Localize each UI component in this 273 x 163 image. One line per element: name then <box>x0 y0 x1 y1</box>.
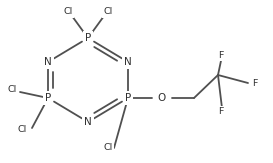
Text: P: P <box>45 93 51 103</box>
Text: N: N <box>84 117 92 127</box>
Text: Cl: Cl <box>17 126 27 134</box>
Text: P: P <box>85 33 91 43</box>
Text: O: O <box>158 93 166 103</box>
Text: F: F <box>252 79 257 88</box>
Text: F: F <box>218 51 223 59</box>
Text: Cl: Cl <box>63 7 73 16</box>
Text: N: N <box>124 57 132 67</box>
Text: Cl: Cl <box>7 86 17 95</box>
Text: Cl: Cl <box>103 7 113 16</box>
Text: Cl: Cl <box>103 143 113 153</box>
Text: P: P <box>125 93 131 103</box>
Text: N: N <box>44 57 52 67</box>
Text: F: F <box>218 108 223 117</box>
